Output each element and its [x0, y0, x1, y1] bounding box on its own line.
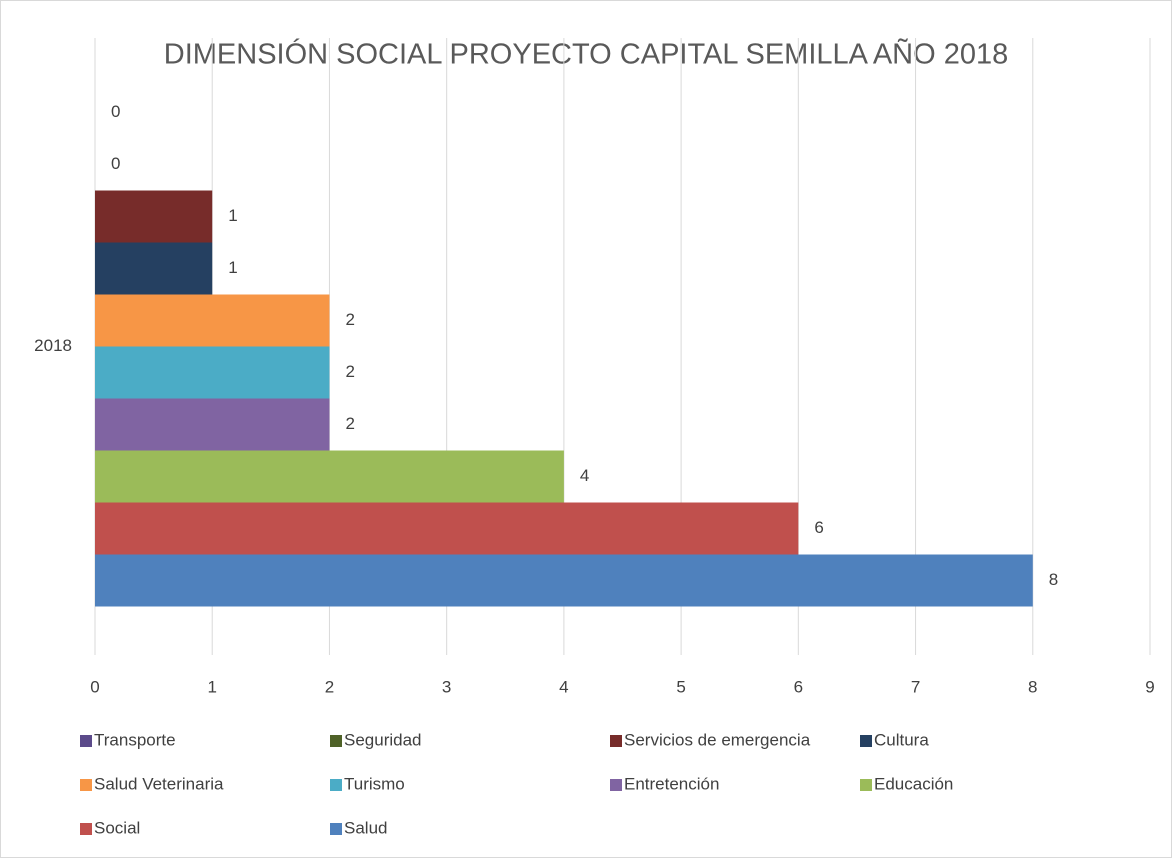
legend-label: Entretención: [624, 774, 719, 793]
bar: [95, 502, 799, 555]
x-tick-label: 5: [676, 677, 685, 696]
data-label: 2: [345, 310, 354, 329]
bar: [95, 450, 564, 503]
bar: [95, 190, 213, 243]
x-tick-label: 4: [559, 677, 568, 696]
legend-swatch: [860, 735, 872, 747]
legend-label: Salud Veterinaria: [94, 774, 224, 793]
data-label: 6: [814, 518, 823, 537]
legend-label: Salud: [344, 818, 387, 837]
legend-label: Seguridad: [344, 730, 422, 749]
legend-swatch: [610, 779, 622, 791]
x-tick-label: 7: [911, 677, 920, 696]
legend-swatch: [860, 779, 872, 791]
data-label: 4: [580, 466, 589, 485]
x-tick-label: 0: [90, 677, 99, 696]
legend-swatch: [80, 735, 92, 747]
bar: [95, 242, 213, 295]
legend-label: Cultura: [874, 730, 929, 749]
x-tick-label: 9: [1145, 677, 1154, 696]
x-tick-label: 3: [442, 677, 451, 696]
legend-swatch: [610, 735, 622, 747]
data-label: 0: [111, 102, 120, 121]
y-tick-label: 2018: [34, 336, 72, 355]
bar: [95, 294, 330, 347]
legend-swatch: [80, 823, 92, 835]
legend-label: Servicios de emergencia: [624, 730, 811, 749]
legend-label: Turismo: [344, 774, 405, 793]
legend-label: Educación: [874, 774, 953, 793]
x-tick-label: 1: [207, 677, 216, 696]
legend-swatch: [330, 823, 342, 835]
data-label: 1: [228, 258, 237, 277]
data-label: 0: [111, 154, 120, 173]
data-label: 2: [345, 362, 354, 381]
x-tick-label: 2: [325, 677, 334, 696]
legend-label: Transporte: [94, 730, 176, 749]
legend-swatch: [80, 779, 92, 791]
bar: [95, 346, 330, 399]
data-label: 1: [228, 206, 237, 225]
x-tick-label: 8: [1028, 677, 1037, 696]
data-label: 2: [345, 414, 354, 433]
x-tick-label: 6: [794, 677, 803, 696]
bar: [95, 398, 330, 451]
legend-label: Social: [94, 818, 140, 837]
chart-title: DIMENSIÓN SOCIAL PROYECTO CAPITAL SEMILL…: [164, 37, 1009, 71]
bar: [95, 554, 1033, 607]
legend-swatch: [330, 735, 342, 747]
data-label: 8: [1049, 570, 1058, 589]
legend-swatch: [330, 779, 342, 791]
